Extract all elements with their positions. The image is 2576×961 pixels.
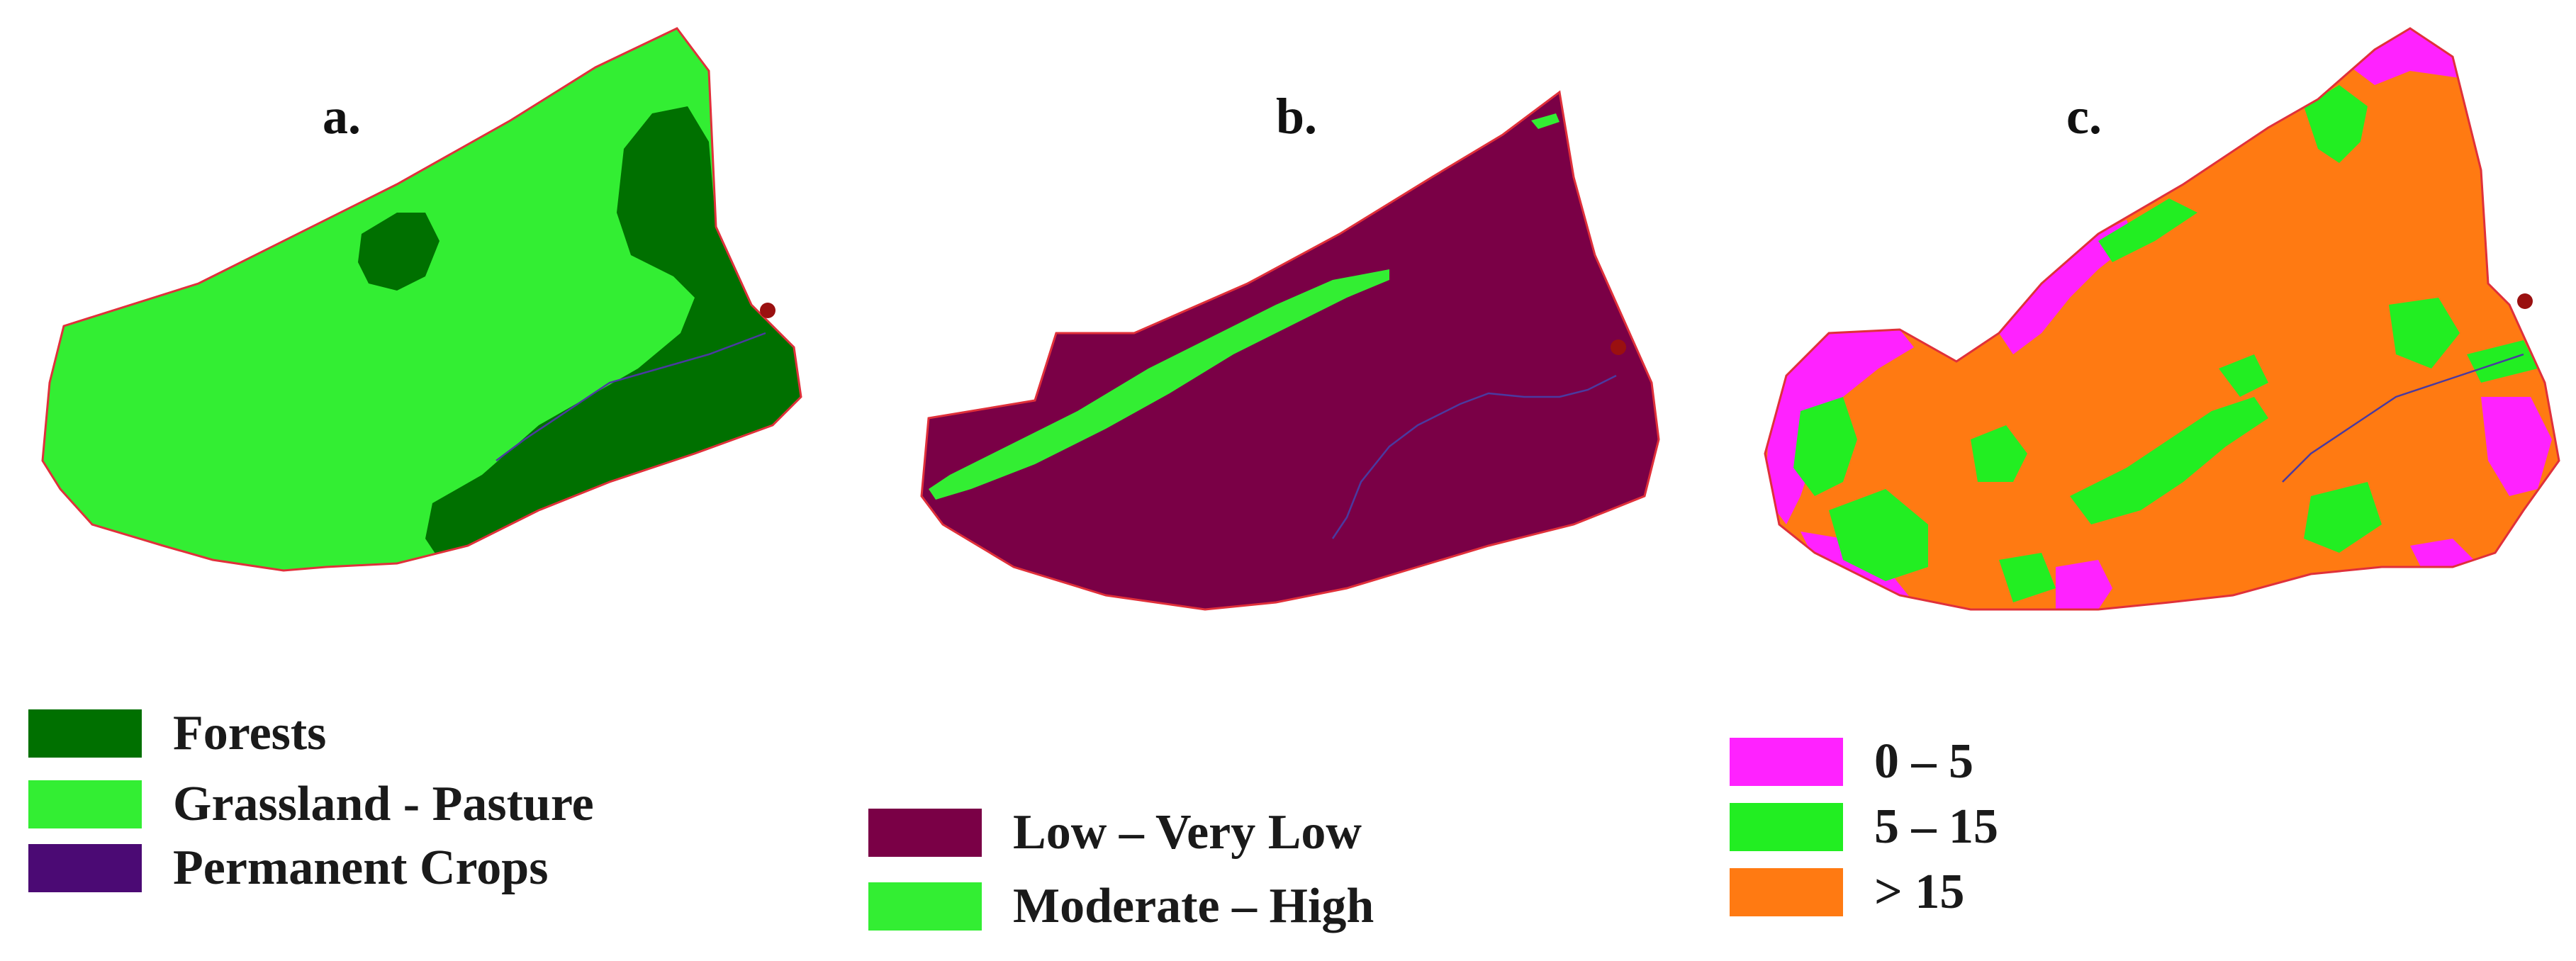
map-c-class-mid-east: [2389, 298, 2460, 369]
legend-item-gt-15: > 15: [1730, 867, 1964, 917]
map-c-class-mid-south: [1999, 553, 2056, 602]
map-c-class-mid-southeast: [2304, 482, 2382, 553]
map-a-boundary: [41, 27, 802, 572]
map-c-class-low-northwest: [1999, 220, 2134, 354]
legend-label: Moderate – High: [1013, 879, 1374, 933]
legend-swatch: [868, 882, 982, 931]
legend-swatch: [1730, 738, 1843, 786]
map-c-class-mid-west: [1793, 397, 1857, 496]
legend-swatch: [1730, 803, 1843, 851]
map-c-boundary: [1764, 27, 2560, 611]
legend-label: Forests: [173, 706, 327, 760]
legend-label: > 15: [1874, 865, 1965, 919]
map-c-class-mid-north: [2304, 85, 2368, 163]
legend-swatch: [28, 709, 142, 758]
map-c-class-mid-northwest: [2098, 198, 2197, 262]
map-a-stream: [495, 332, 766, 461]
legend-swatch: [868, 809, 982, 857]
map-a-forest-east: [425, 106, 801, 560]
legend-item-5-15: 5 – 15: [1730, 802, 1998, 852]
legend-label: 0 – 5: [1874, 734, 1973, 789]
map-b-stream: [1331, 374, 1617, 539]
legend-swatch: [1730, 868, 1843, 916]
map-c: [1764, 27, 2560, 611]
legend-item-moderate-high: Moderate – High: [868, 882, 1374, 931]
map-c-outlet: [2517, 293, 2533, 309]
legend-swatch: [28, 780, 142, 828]
legend-item-low-very-low: Low – Very Low: [868, 808, 1362, 858]
map-b: [920, 90, 1660, 611]
legend-item-permanent-crops: Permanent Crops: [28, 843, 548, 893]
map-a-outlet: [760, 303, 775, 318]
legend-label: Grassland - Pasture: [173, 777, 594, 831]
map-a-forest-west: [358, 213, 439, 291]
map-b-moderate-belt: [929, 269, 1389, 500]
legend-item-grassland-pasture: Grassland - Pasture: [28, 780, 594, 829]
map-b-moderate-spot: [1531, 113, 1559, 129]
legend-label: Permanent Crops: [173, 841, 549, 895]
panel-a-label: a.: [323, 88, 361, 145]
map-c-base: [1765, 28, 2559, 609]
map-b-low: [922, 92, 1659, 609]
map-c-stream: [2282, 353, 2524, 483]
panel-c-label: c.: [2066, 88, 2102, 145]
map-c-class-low-east: [2481, 397, 2552, 496]
map-a: [41, 27, 802, 572]
map-c-class-mid-southwest: [1829, 489, 1928, 581]
legend-label: Low – Very Low: [1013, 805, 1362, 860]
legend-swatch: [28, 844, 142, 892]
map-c-class-mid-belt: [2070, 397, 2268, 524]
legend-item-0-5: 0 – 5: [1730, 737, 1973, 787]
legend-item-forests: Forests: [28, 709, 326, 758]
map-c-class-mid-pond: [2219, 354, 2268, 397]
map-b-boundary: [920, 90, 1660, 611]
legend-label: 5 – 15: [1874, 799, 1998, 854]
panel-b-label: b.: [1276, 88, 1318, 145]
map-c-class-low-south: [2056, 560, 2112, 609]
map-b-outlet: [1611, 339, 1626, 355]
map-c-class-mid-center: [1971, 425, 2027, 482]
